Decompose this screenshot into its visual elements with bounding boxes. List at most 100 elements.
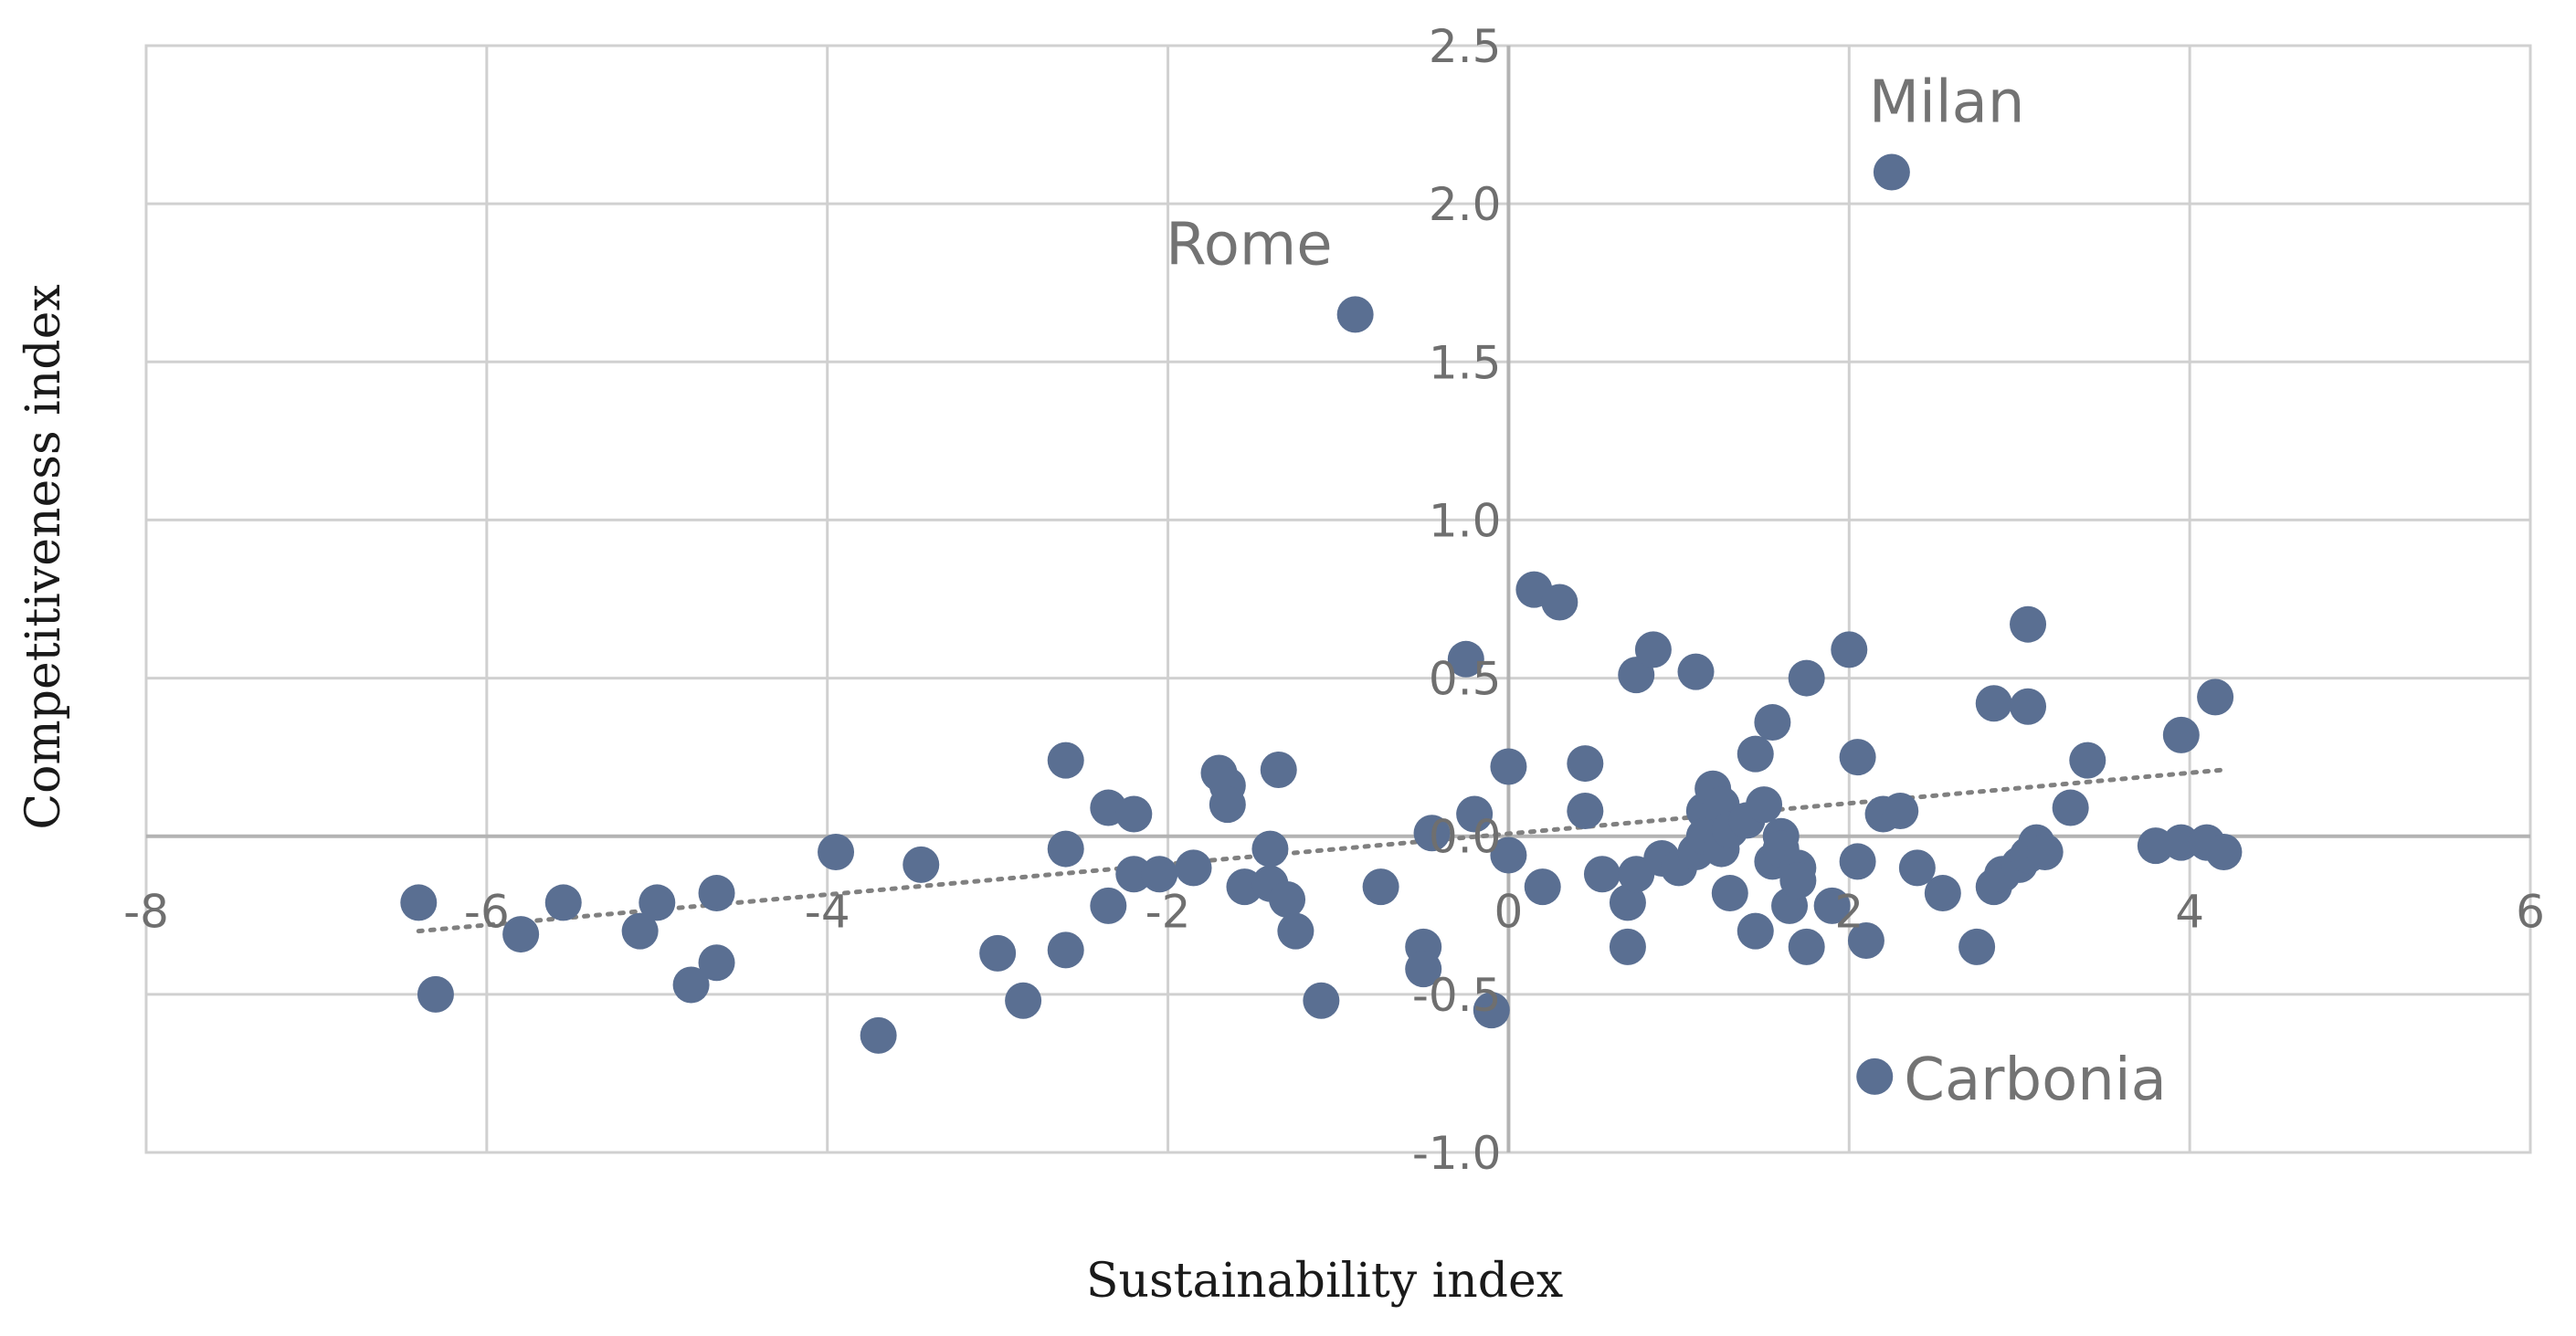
data-point <box>1447 640 1484 678</box>
data-point <box>639 884 676 921</box>
city-label: Milan <box>1869 69 2025 137</box>
data-point <box>2162 716 2200 753</box>
data-point <box>1567 793 1604 830</box>
data-point <box>2010 605 2047 643</box>
data-point <box>1269 880 1306 918</box>
data-point <box>2205 834 2243 871</box>
x-tick-label: 2 <box>1834 886 1863 939</box>
data-point <box>1754 704 1791 742</box>
data-point <box>860 1016 897 1054</box>
y-tick-label: 2.0 <box>1429 178 1502 231</box>
data-point <box>1609 928 1646 965</box>
data-point <box>1677 653 1715 690</box>
data-point <box>2197 679 2234 716</box>
data-point <box>1856 1057 1894 1095</box>
data-point <box>2162 824 2200 861</box>
data-point <box>2010 688 2047 725</box>
data-point <box>1047 830 1084 868</box>
data-point <box>1090 887 1127 924</box>
data-point <box>417 975 454 1013</box>
data-point <box>1005 982 1042 1019</box>
data-point <box>698 875 735 912</box>
city-label: Rome <box>1166 211 1332 279</box>
data-point <box>1115 856 1153 893</box>
x-tick-label: 6 <box>2516 886 2545 939</box>
data-point <box>1524 868 1561 906</box>
data-point <box>1541 584 1578 621</box>
data-point <box>818 834 855 871</box>
x-tick-label: 0 <box>1494 886 1524 939</box>
data-point <box>1490 836 1527 874</box>
y-tick-label: 0.5 <box>1429 653 1502 706</box>
data-point <box>1362 868 1399 906</box>
y-tick-label: 1.5 <box>1429 336 1502 389</box>
data-point <box>1336 296 1374 333</box>
data-point <box>1567 745 1604 783</box>
x-axis-title: Sustainability index <box>1086 1254 1563 1309</box>
data-point <box>1141 856 1178 893</box>
data-point <box>1047 742 1084 779</box>
data-point <box>1711 875 1748 912</box>
data-point <box>1737 735 1774 773</box>
data-point <box>1839 843 1876 880</box>
annotations: Milan Rome Carbonia <box>1166 69 2167 1114</box>
data-point <box>544 884 582 921</box>
data-point <box>1737 912 1774 950</box>
data-point <box>1975 685 2012 722</box>
data-point <box>1813 887 1851 924</box>
data-point <box>1788 659 1825 697</box>
data-point <box>1413 815 1451 852</box>
data-point <box>1898 849 1936 887</box>
data-point <box>1839 739 1876 776</box>
data-point <box>1490 748 1527 785</box>
city-label: Carbonia <box>1904 1047 2167 1114</box>
data-point <box>400 884 438 921</box>
data-point <box>1303 982 1340 1019</box>
x-tick-label: -4 <box>805 886 850 939</box>
data-point <box>1583 856 1621 893</box>
y-axis-title: Competitiveness index <box>16 284 71 829</box>
data-point <box>1609 884 1646 921</box>
data-point <box>903 846 940 883</box>
y-tick-label: 0.0 <box>1429 811 1502 864</box>
data-point <box>1634 631 1672 668</box>
x-tick-label: -6 <box>464 886 510 939</box>
data-point <box>1277 912 1314 950</box>
data-point <box>1473 992 1510 1029</box>
y-tick-label: -1.0 <box>1412 1127 1502 1180</box>
y-tick-label: -0.5 <box>1412 969 1502 1022</box>
data-point <box>1788 928 1825 965</box>
data-point <box>1847 921 1884 959</box>
x-tick-label: -8 <box>123 886 169 939</box>
data-point <box>1746 786 1783 824</box>
data-point <box>1047 931 1084 969</box>
data-point <box>1958 928 1996 965</box>
data-point <box>1405 951 1442 988</box>
x-tick-label: 4 <box>2175 886 2204 939</box>
data-point <box>1175 849 1212 887</box>
data-point <box>1779 862 1817 899</box>
data-point <box>1882 793 1919 830</box>
data-point <box>2026 834 2064 871</box>
data-point <box>979 934 1017 972</box>
data-point <box>1251 830 1289 868</box>
data-point <box>2069 742 2106 779</box>
data-point <box>1831 631 1868 668</box>
y-tick-label: 1.0 <box>1429 494 1502 547</box>
x-tick-label: -2 <box>1145 886 1191 939</box>
y-tick-label: 2.5 <box>1429 20 1502 73</box>
data-point <box>1209 786 1246 824</box>
data-point <box>502 916 540 953</box>
data-point <box>698 944 735 982</box>
tick-labels: -8 -6 -4 -2 0 2 4 6 -1.0 -0.5 0.0 0.5 1.0 1.5 2.0 2.5 <box>123 20 2545 1180</box>
data-point <box>2052 789 2089 826</box>
data-point <box>672 966 710 1004</box>
data-points <box>400 153 2243 1095</box>
data-point <box>1873 153 1910 191</box>
data-point <box>1260 751 1297 788</box>
data-point <box>1924 875 1961 912</box>
data-point <box>621 912 659 950</box>
data-point <box>1456 795 1494 833</box>
